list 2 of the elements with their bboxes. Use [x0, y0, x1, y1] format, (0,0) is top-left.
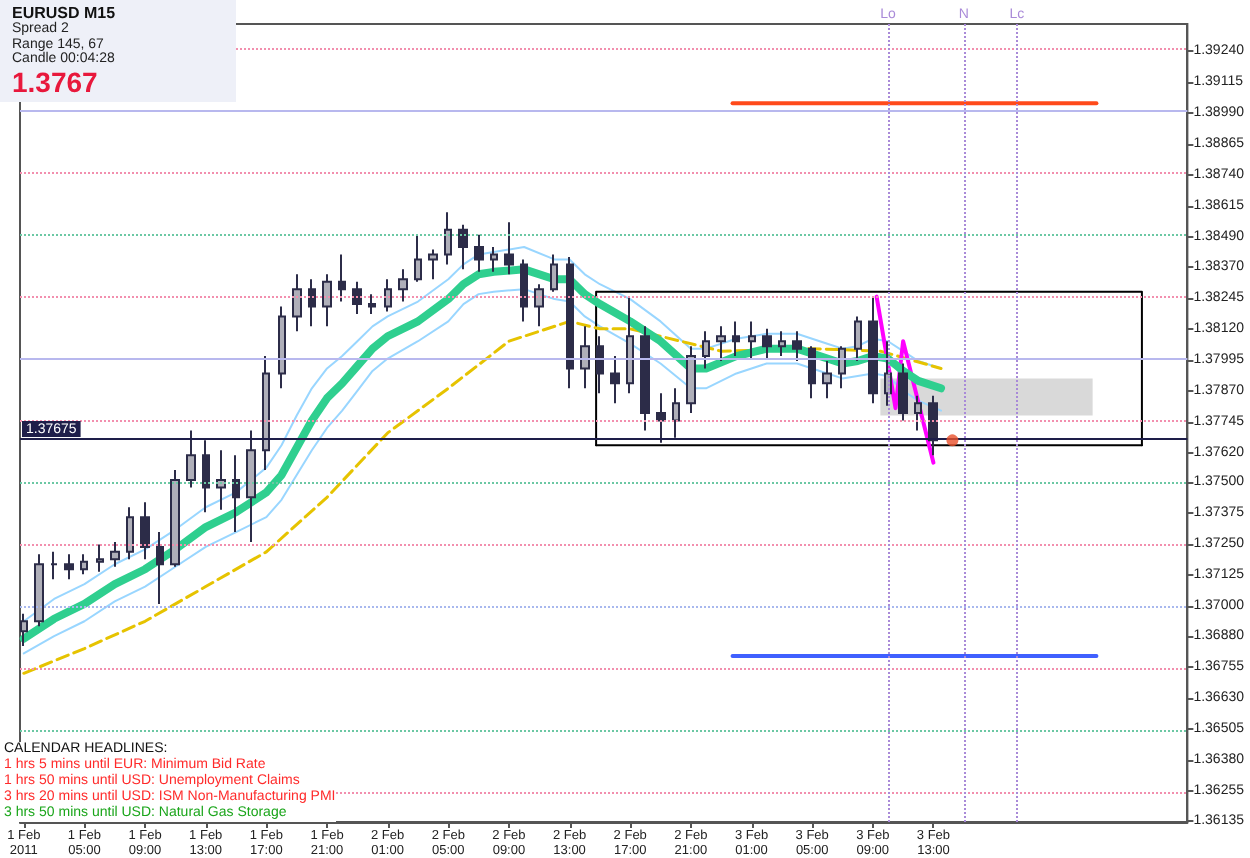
chart-title: EURUSD M15 [12, 4, 116, 22]
text: 1.3767 [12, 65, 98, 97]
